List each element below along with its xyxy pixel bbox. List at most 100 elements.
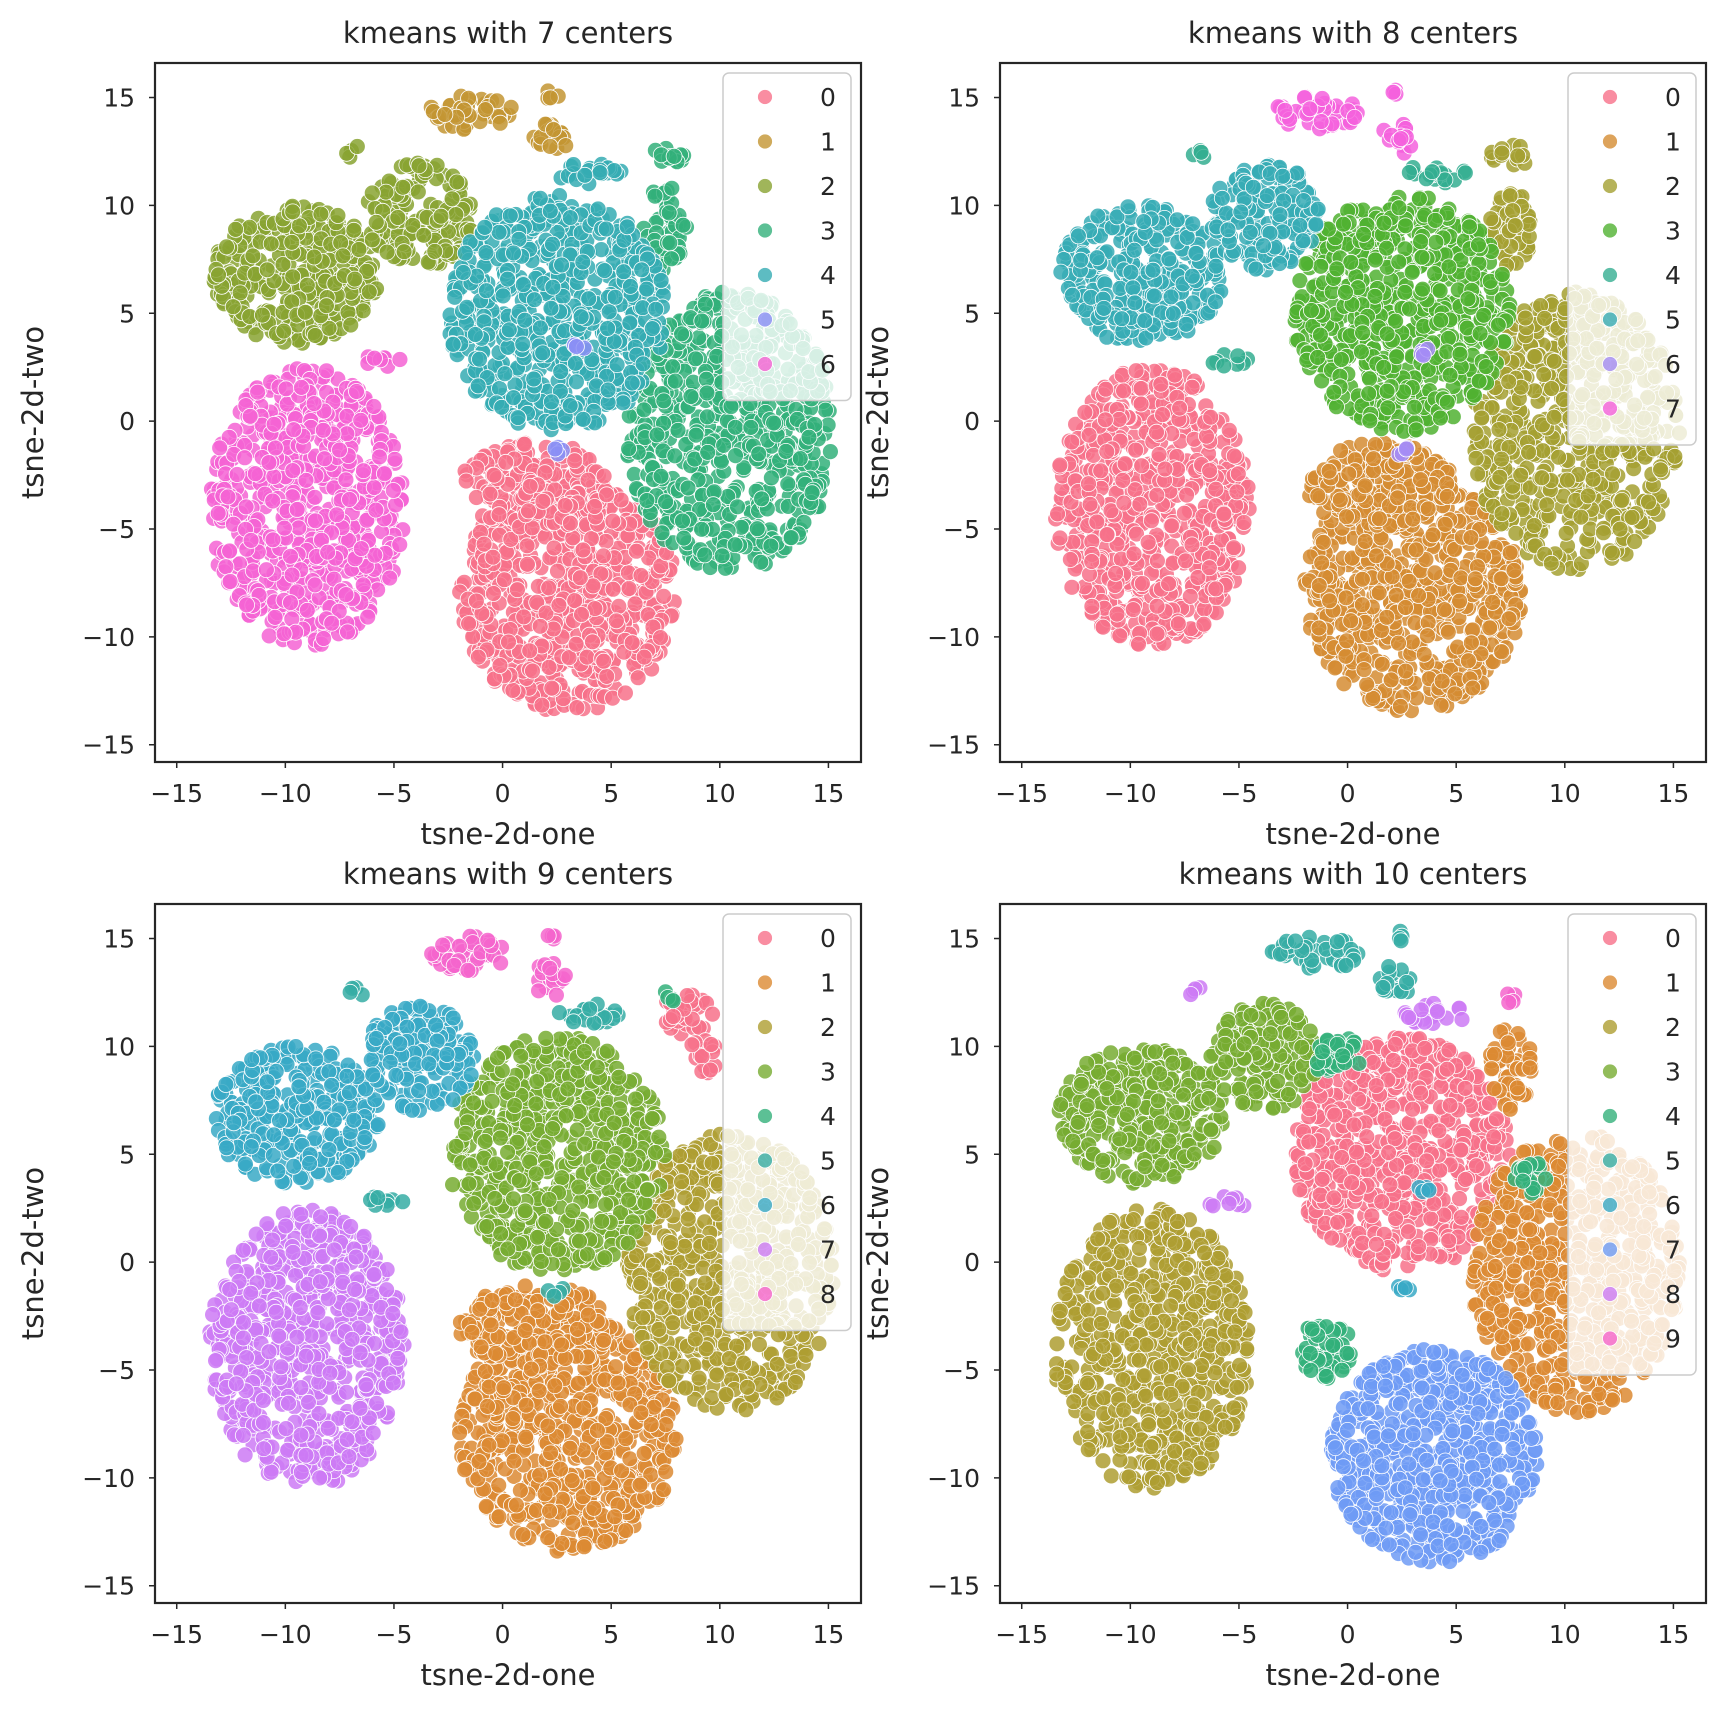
data-point [665,147,683,165]
data-point [1098,526,1116,543]
data-point [542,299,560,317]
data-point [1114,471,1132,489]
y-tick-label: 15 [103,84,135,113]
data-point [363,231,381,249]
data-point [501,207,519,225]
data-point [1202,408,1220,426]
data-point [525,370,543,388]
data-point [284,268,302,286]
data-point [1127,441,1145,459]
data-point [1412,471,1429,489]
data-point [1382,671,1400,689]
data-point [612,491,630,509]
data-point [1163,517,1181,535]
data-point [1176,504,1193,522]
x-tick-label: 5 [603,779,619,808]
data-point [1083,597,1101,615]
data-point [623,374,641,392]
data-point [1481,619,1499,637]
data-point [595,652,613,670]
data-point [817,401,834,419]
data-point [1415,645,1433,663]
data-point [345,221,363,239]
data-point [1484,594,1501,611]
data-point [476,218,494,236]
data-point [306,327,324,344]
data-point [485,585,502,602]
data-point [352,540,370,557]
data-point [494,287,512,305]
data-point [260,454,278,472]
data-point [367,213,385,231]
data-point [1130,635,1147,653]
data-point [646,187,664,205]
data-point [1139,534,1157,551]
data-point [800,428,818,446]
data-point [285,421,303,439]
data-point [1152,375,1170,393]
data-point [652,467,670,485]
data-point [217,558,235,576]
data-point [1390,634,1407,652]
data-point [687,426,705,444]
data-point [1364,690,1382,707]
data-point [560,649,578,666]
data-point [500,633,517,651]
data-point [244,247,262,265]
data-point [574,541,592,559]
data-point [550,596,568,614]
data-point [604,512,622,530]
data-point [331,441,348,459]
data-point [426,242,444,260]
data-point [475,535,493,553]
data-point [209,504,227,522]
legend-marker [757,267,773,283]
data-point [477,282,495,300]
data-point [727,418,744,436]
data-point [543,679,561,697]
data-point [337,586,355,603]
data-point [224,298,242,316]
data-point [499,338,517,356]
data-point [578,648,596,666]
data-point [620,580,638,597]
data-point [544,235,561,253]
data-point [520,502,537,520]
data-point [1432,696,1450,714]
data-point [1183,378,1201,396]
data-point [528,594,546,611]
data-point [496,365,514,383]
data-point [591,164,609,182]
data-point [675,529,693,547]
data-point [726,536,744,554]
series-2 [205,138,480,352]
data-point [1463,634,1480,652]
scatter-points [203,82,839,718]
data-point [514,276,532,294]
data-point [1326,659,1344,677]
data-point [490,506,508,524]
data-point [600,303,618,321]
data-point [748,520,766,538]
data-point [521,642,539,660]
data-point [1332,442,1349,460]
data-point [490,223,508,241]
data-point [1235,514,1253,531]
data-point [395,243,413,261]
data-point [1225,539,1243,557]
x-tick-label: 0 [495,779,511,808]
data-point [565,156,582,174]
data-point [458,298,476,316]
series-0 [451,434,683,718]
data-point [1356,533,1374,550]
data-point [1148,597,1166,615]
data-point [314,421,332,439]
data-point [545,121,562,139]
data-point [315,630,333,647]
data-point [467,592,485,610]
data-point [219,488,237,506]
legend-marker [757,356,773,372]
data-point [1419,500,1437,518]
data-point [1051,456,1069,474]
data-point [1378,608,1396,626]
